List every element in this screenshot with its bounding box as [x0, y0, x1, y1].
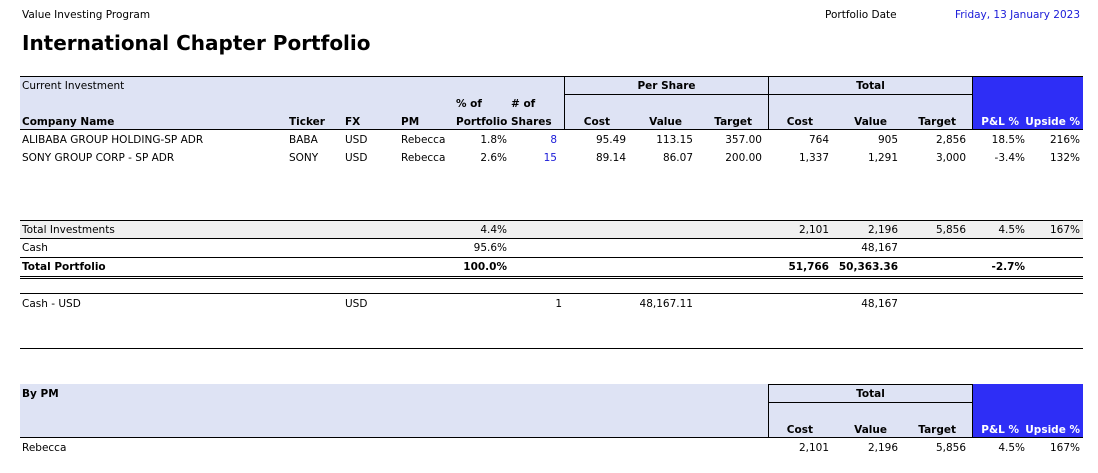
- pl-pct: -3.4%: [994, 152, 1025, 164]
- total-investments-pct: 4.4%: [480, 224, 507, 236]
- by-pm-total-group-header: Total: [856, 388, 885, 400]
- cash-detail-shares: 1: [555, 298, 562, 310]
- company-name: SONY GROUP CORP - SP ADR: [22, 152, 175, 164]
- cash-value: 48,167: [861, 242, 898, 254]
- col-ps-value: Value: [649, 116, 682, 128]
- current-investment-label: Current Investment: [22, 80, 125, 92]
- cash-detail-fx: USD: [345, 298, 368, 310]
- portfolio-date-label: Portfolio Date: [825, 9, 897, 21]
- ps-target: 357.00: [725, 134, 762, 146]
- fx: USD: [345, 152, 368, 164]
- col-ps-cost: Cost: [583, 116, 610, 128]
- pm: Rebecca: [401, 152, 446, 164]
- col-shares: Shares: [511, 116, 552, 128]
- per-share-group-header: Per Share: [637, 80, 696, 92]
- cash-detail-label: Cash - USD: [22, 298, 81, 310]
- by-pm-header-band: [20, 384, 973, 437]
- by-pm-col-pl: P&L %: [981, 424, 1019, 436]
- shares[interactable]: 8: [550, 134, 557, 146]
- col-fx: FX: [345, 116, 361, 128]
- col-pm: PM: [401, 116, 420, 128]
- ps-target: 200.00: [725, 152, 762, 164]
- col-total-target: Target: [918, 116, 956, 128]
- col-pl-pct: P&L %: [981, 116, 1019, 128]
- col-ps-target: Target: [714, 116, 752, 128]
- shares-header-top: # of: [511, 98, 536, 110]
- by-pm-pl: 4.5%: [998, 442, 1025, 454]
- pl-pct: 18.5%: [991, 134, 1025, 146]
- shares[interactable]: 15: [543, 152, 557, 164]
- cash-detail-value: 48,167.11: [639, 298, 693, 310]
- by-pm-col-upside: Upside %: [1025, 424, 1080, 436]
- pct-portfolio: 2.6%: [480, 152, 507, 164]
- current-header-band: [20, 76, 973, 129]
- by-pm-label: By PM: [22, 388, 59, 400]
- program-name: Value Investing Program: [22, 9, 151, 21]
- total-portfolio-cost: 51,766: [788, 261, 829, 273]
- total-investments-upside: 167%: [1049, 224, 1080, 236]
- ps-value: 86.07: [662, 152, 693, 164]
- ps-cost: 95.49: [595, 134, 626, 146]
- pm: Rebecca: [401, 134, 446, 146]
- cash-pct: 95.6%: [473, 242, 507, 254]
- col-total-value: Value: [854, 116, 887, 128]
- cash-label: Cash: [22, 242, 48, 254]
- total-target: 3,000: [935, 152, 966, 164]
- pct-header-top: % of: [456, 98, 482, 110]
- by-pm-upside: 167%: [1049, 442, 1080, 454]
- page-title: International Chapter Portfolio: [22, 31, 371, 55]
- ps-value: 113.15: [656, 134, 693, 146]
- total-investments-target: 5,856: [935, 224, 966, 236]
- total-group-header: Total: [856, 80, 885, 92]
- portfolio-date-value[interactable]: Friday, 13 January 2023: [954, 9, 1080, 21]
- col-ticker: Ticker: [289, 116, 325, 128]
- total-cost: 1,337: [798, 152, 829, 164]
- ticker: BABA: [289, 134, 318, 146]
- by-pm-col-cost: Cost: [786, 424, 813, 436]
- total-investments-cost: 2,101: [798, 224, 829, 236]
- fx: USD: [345, 134, 368, 146]
- cash-detail-total-value: 48,167: [861, 298, 898, 310]
- by-pm-value: 2,196: [867, 442, 898, 454]
- ps-cost: 89.14: [595, 152, 626, 164]
- ticker: SONY: [289, 152, 319, 164]
- total-portfolio-value: 50,363.36: [838, 261, 898, 273]
- total-investments-pl: 4.5%: [998, 224, 1025, 236]
- total-value: 905: [877, 134, 898, 146]
- by-pm-col-value: Value: [854, 424, 887, 436]
- upside-pct: 216%: [1049, 134, 1080, 146]
- by-pm-name: Rebecca: [22, 442, 67, 454]
- current-header-accent: [973, 76, 1083, 129]
- by-pm-col-target: Target: [918, 424, 956, 436]
- total-investments-shading: [20, 221, 1083, 238]
- col-company-name: Company Name: [22, 116, 115, 128]
- col-total-cost: Cost: [786, 116, 813, 128]
- upside-pct: 132%: [1049, 152, 1080, 164]
- by-pm-cost: 2,101: [798, 442, 829, 454]
- total-investments-value: 2,196: [867, 224, 898, 236]
- col-upside-pct: Upside %: [1025, 116, 1080, 128]
- company-name: ALIBABA GROUP HOLDING-SP ADR: [22, 134, 204, 146]
- total-value: 1,291: [867, 152, 898, 164]
- total-portfolio-pl: -2.7%: [991, 261, 1025, 273]
- total-investments-label: Total Investments: [22, 224, 115, 236]
- col-pct-portfolio: Portfolio: [456, 116, 508, 128]
- pct-portfolio: 1.8%: [480, 134, 507, 146]
- by-pm-header-accent: [973, 384, 1083, 437]
- total-portfolio-pct: 100.0%: [463, 261, 507, 273]
- total-cost: 764: [808, 134, 829, 146]
- total-target: 2,856: [935, 134, 966, 146]
- by-pm-target: 5,856: [935, 442, 966, 454]
- total-portfolio-label: Total Portfolio: [22, 261, 106, 273]
